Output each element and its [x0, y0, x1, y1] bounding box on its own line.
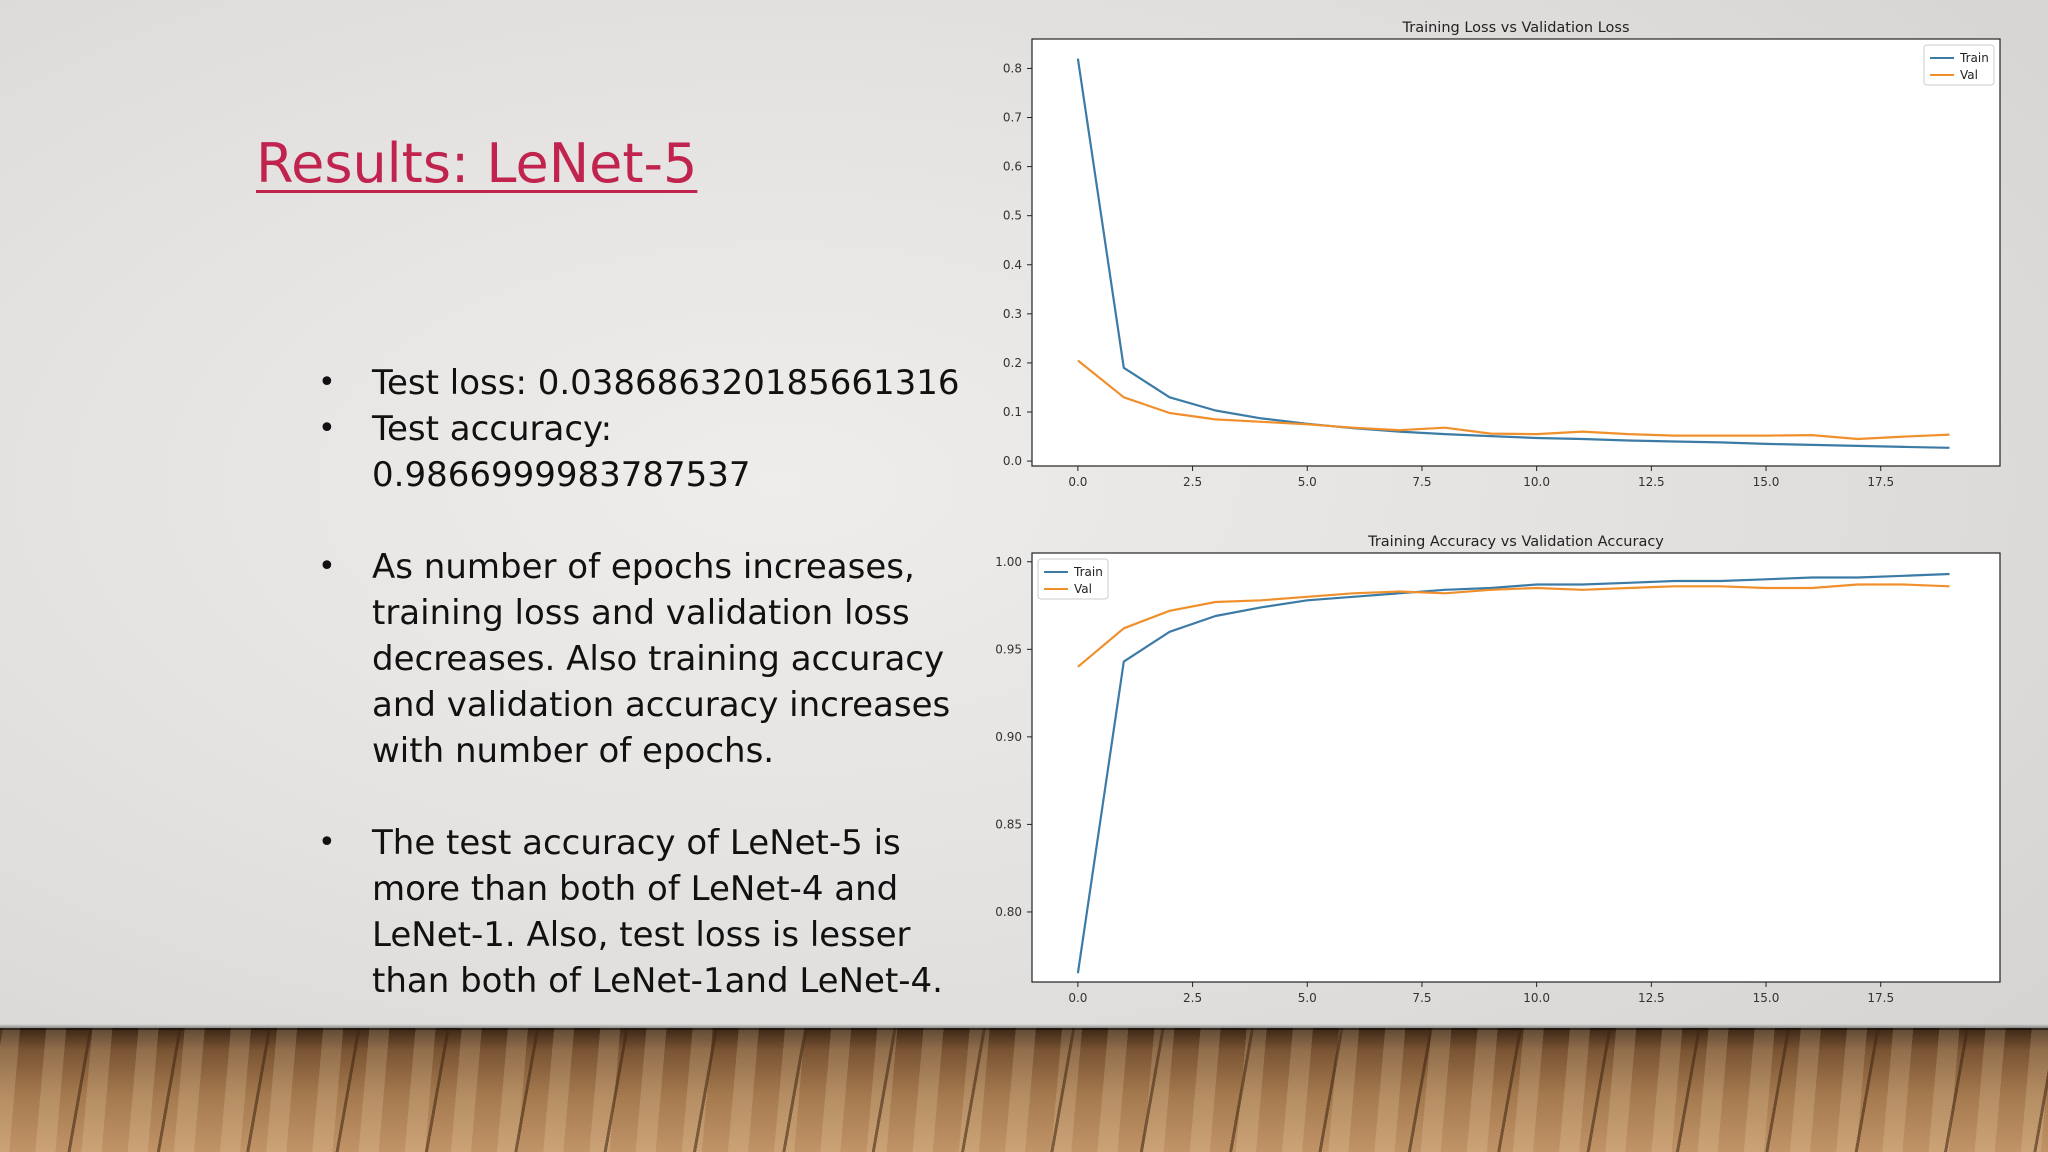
- legend-label-val: Val: [1960, 68, 1978, 82]
- series-line-val: [1077, 359, 1950, 441]
- y-tick-label: 0.85: [995, 817, 1022, 831]
- bullet-item-comparison: The test accuracy of LeNet-5 is more tha…: [318, 820, 968, 1004]
- y-tick-label: 0.7: [1003, 111, 1022, 125]
- chart-title: Training Loss vs Validation Loss: [1402, 20, 1630, 36]
- y-tick-label: 0.5: [1003, 209, 1022, 223]
- series-line-train: [1076, 58, 1950, 449]
- y-tick-label: 0.6: [1003, 160, 1022, 174]
- x-tick-label: 17.5: [1867, 991, 1894, 1005]
- x-tick-label: 15.0: [1753, 991, 1780, 1005]
- y-tick-label: 0.80: [995, 905, 1022, 919]
- x-tick-label: 10.0: [1523, 475, 1550, 489]
- legend: Train Val: [1037, 558, 1109, 600]
- chart-1: Training Loss vs Validation Loss 0.0 2.5 5.…: [1003, 20, 2001, 489]
- plot-area: [1031, 552, 2001, 983]
- bullet-item-test-accuracy: Test accuracy: 0.9866999983787537: [318, 406, 968, 498]
- chart-2: Training Accuracy vs Validation Accuracy…: [995, 534, 2001, 1005]
- y-tick-label: 1.00: [995, 555, 1022, 569]
- x-tick-label: 0.0: [1068, 991, 1087, 1005]
- plot-area: [1031, 38, 2001, 467]
- x-tick-label: 15.0: [1753, 475, 1780, 489]
- x-tick-label: 7.5: [1412, 991, 1431, 1005]
- y-tick-label: 0.3: [1003, 307, 1022, 321]
- legend-label-train: Train: [1959, 51, 1989, 65]
- wooden-floor-decoration: [0, 1028, 2048, 1152]
- x-tick-label: 2.5: [1183, 991, 1202, 1005]
- y-tick-label: 0.0: [1003, 454, 1022, 468]
- y-tick-label: 0.8: [1003, 61, 1022, 75]
- x-tick-label: 2.5: [1183, 475, 1202, 489]
- y-tick-label: 0.4: [1003, 258, 1022, 272]
- bullet-list: Test loss: 0.03868632018566131​6 Test ac…: [318, 360, 968, 1004]
- y-tick-label: 0.1: [1003, 405, 1022, 419]
- floor-shadow-edge: [0, 1024, 2048, 1030]
- x-tick-label: 17.5: [1867, 475, 1894, 489]
- chart-title: Training Accuracy vs Validation Accuracy: [1367, 534, 1664, 550]
- legend-label-train: Train: [1073, 565, 1103, 579]
- x-tick-label: 12.5: [1638, 991, 1665, 1005]
- legend-label-val: Val: [1074, 582, 1092, 596]
- bullet-item-epochs-trend: As number of epochs increases, training …: [318, 544, 968, 774]
- x-tick-label: 5.0: [1298, 475, 1317, 489]
- y-tick-label: 0.95: [995, 642, 1022, 656]
- legend: Train Val: [1923, 44, 1995, 86]
- bullet-item-test-loss: Test loss: 0.03868632018566131​6: [318, 360, 968, 406]
- slide-title: Results: LeNet-5: [256, 132, 698, 195]
- x-tick-label: 5.0: [1298, 991, 1317, 1005]
- x-tick-label: 10.0: [1523, 991, 1550, 1005]
- x-tick-label: 7.5: [1412, 475, 1431, 489]
- y-tick-label: 0.90: [995, 730, 1022, 744]
- y-tick-label: 0.2: [1003, 356, 1022, 370]
- x-tick-label: 0.0: [1068, 475, 1087, 489]
- series-line-train: [1076, 572, 1950, 974]
- x-tick-label: 12.5: [1638, 475, 1665, 489]
- series-line-val: [1077, 583, 1950, 668]
